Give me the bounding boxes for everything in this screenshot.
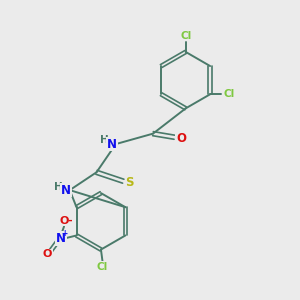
- Text: H: H: [54, 182, 63, 192]
- Text: S: S: [125, 176, 134, 189]
- Text: +: +: [61, 230, 68, 238]
- Text: N: N: [56, 232, 66, 245]
- Text: O: O: [176, 132, 186, 145]
- Text: Cl: Cl: [180, 31, 191, 40]
- Text: Cl: Cl: [224, 89, 235, 99]
- Text: O: O: [59, 216, 69, 226]
- Text: -: -: [68, 216, 72, 226]
- Text: Cl: Cl: [97, 262, 108, 272]
- Text: H: H: [100, 136, 109, 146]
- Text: N: N: [61, 184, 71, 196]
- Text: N: N: [107, 138, 117, 151]
- Text: O: O: [43, 250, 52, 260]
